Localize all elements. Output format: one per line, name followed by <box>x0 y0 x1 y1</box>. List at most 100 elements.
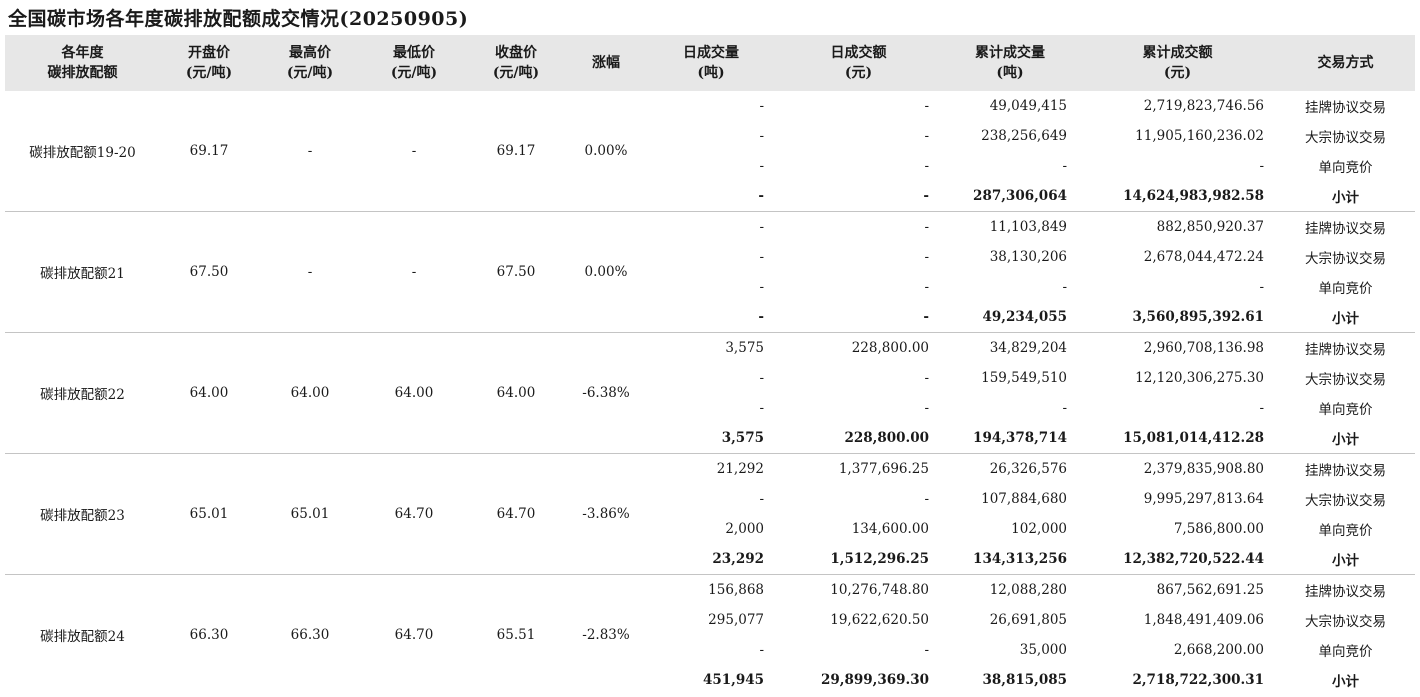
open-price-cell: 66.30 <box>160 574 258 695</box>
table-row: - - - - 单向竞价 <box>5 393 1415 423</box>
table-row: 23,292 1,512,296.25 134,313,256 12,382,720,… <box>5 544 1415 575</box>
trade-type-cell: 大宗协议交易 <box>1305 372 1386 388</box>
cum-amount-cell: 9,995,297,813.64 <box>1143 491 1264 507</box>
trade-type-cell: 单向竞价 <box>1318 160 1373 176</box>
open-price-cell: 64.00 <box>160 332 258 454</box>
trade-type-cell: 大宗协议交易 <box>1305 251 1386 267</box>
cum-amount-cell: 12,382,720,522.44 <box>1123 551 1264 567</box>
daily-volume-cell: - <box>759 279 764 295</box>
daily-amount-cell: 134,600.00 <box>851 521 929 537</box>
trade-type-cell: 单向竞价 <box>1318 402 1373 418</box>
change-cell: -3.86% <box>566 453 646 575</box>
cum-amount-cell: 2,668,200.00 <box>1173 642 1264 658</box>
trade-type-cell: 大宗协议交易 <box>1305 614 1386 630</box>
header-change: 涨幅 <box>566 35 646 91</box>
cum-amount-cell: 3,560,895,392.61 <box>1132 309 1264 325</box>
daily-volume-cell: 3,575 <box>646 332 776 363</box>
cum-volume-cell: 107,884,680 <box>981 491 1067 507</box>
cum-amount-cell: 2,719,823,746.56 <box>1143 98 1264 114</box>
low-price-cell: 64.00 <box>362 332 466 454</box>
table-row: 碳排放配额23 65.01 65.01 64.70 64.70 -3.86% 21,292 1… <box>5 453 1415 575</box>
trade-type-cell: 单向竞价 <box>1318 644 1373 660</box>
cum-amount-cell: 12,120,306,275.30 <box>1135 370 1264 386</box>
quota-name-cell: 碳排放配额24 <box>5 574 160 695</box>
table-row: - - 49,234,055 3,560,895,392.61 小计 <box>5 302 1415 333</box>
cum-amount-cell: 15,081,014,412.28 <box>1123 430 1264 446</box>
cum-amount-cell: 882,850,920.37 <box>1079 211 1276 242</box>
header-year: 各年度 碳排放配额 <box>5 35 160 91</box>
trade-type-cell: 大宗协议交易 <box>1305 493 1386 509</box>
cum-volume-cell: 134,313,256 <box>973 551 1067 567</box>
daily-amount-cell: - <box>924 98 929 114</box>
high-price-cell: 65.01 <box>258 453 362 575</box>
daily-amount-cell: - <box>924 158 929 174</box>
cum-volume-cell: - <box>1062 279 1067 295</box>
daily-amount-cell: - <box>924 642 929 658</box>
cum-volume-cell: 49,049,415 <box>989 98 1067 114</box>
table-row: - - 107,884,680 9,995,297,813.64 大宗协议交易 <box>5 484 1415 514</box>
close-price-cell: 64.70 <box>466 453 566 575</box>
quota-name-cell: 碳排放配额23 <box>5 453 160 575</box>
cum-volume-cell: 49,234,055 <box>982 309 1067 325</box>
trade-type-cell: 挂牌协议交易 <box>1276 574 1415 605</box>
high-price-cell: 66.30 <box>258 574 362 695</box>
table-row: - - 238,256,649 11,905,160,236.02 大宗协议交易 <box>5 121 1415 151</box>
daily-volume-cell: - <box>759 642 764 658</box>
low-price-cell: 64.70 <box>362 453 466 575</box>
daily-volume-cell: - <box>758 309 764 325</box>
high-price-cell: 64.00 <box>258 332 362 454</box>
daily-amount-cell: - <box>776 211 941 242</box>
trade-type-cell: 小计 <box>1332 553 1359 569</box>
header-low: 最低价 (元/吨) <box>362 35 466 91</box>
table-row: 碳排放配额22 64.00 64.00 64.00 64.00 -6.38% 3,575 22… <box>5 332 1415 454</box>
cum-volume-cell: 38,130,206 <box>989 249 1067 265</box>
header-daily-amount: 日成交额 (元) <box>776 35 941 91</box>
cum-volume-cell: 35,000 <box>1019 642 1067 658</box>
table-row: - - 287,306,064 14,624,983,982.58 小计 <box>5 181 1415 212</box>
open-price-cell: 67.50 <box>160 211 258 333</box>
header-cum-volume: 累计成交量 (吨) <box>941 35 1079 91</box>
table-row: - - 159,549,510 12,120,306,275.30 大宗协议交易 <box>5 363 1415 393</box>
cum-amount-cell: 2,379,835,908.80 <box>1079 453 1276 484</box>
cum-amount-cell: 11,905,160,236.02 <box>1135 128 1264 144</box>
header-high: 最高价 (元/吨) <box>258 35 362 91</box>
daily-volume-cell: 295,077 <box>708 612 764 628</box>
cum-amount-cell: 14,624,983,982.58 <box>1123 188 1264 204</box>
daily-volume-cell: 156,868 <box>646 574 776 605</box>
daily-amount-cell: - <box>923 188 929 204</box>
cum-amount-cell: 2,960,708,136.98 <box>1079 332 1276 363</box>
quota-name-cell: 碳排放配额22 <box>5 332 160 454</box>
change-cell: 0.00% <box>566 211 646 333</box>
open-price-cell: 69.17 <box>189 143 229 159</box>
header-open: 开盘价 (元/吨) <box>160 35 258 91</box>
cum-amount-cell: - <box>1259 158 1264 174</box>
quota-name-cell: 碳排放配额21 <box>5 211 160 333</box>
daily-volume-cell: - <box>759 158 764 174</box>
table-row: 3,575 228,800.00 194,378,714 15,081,014,412… <box>5 423 1415 454</box>
cum-amount-cell: 2,678,044,472.24 <box>1143 249 1264 265</box>
daily-amount-cell: - <box>924 400 929 416</box>
cum-volume-cell: 238,256,649 <box>981 128 1067 144</box>
table-row: 碳排放配额21 67.50- -67.50 0.00% - -11,103,849 882,… <box>5 211 1415 333</box>
daily-volume-cell: - <box>646 211 776 242</box>
trade-type-cell: 挂牌协议交易 <box>1276 453 1415 484</box>
header-trade-type: 交易方式 <box>1276 35 1415 91</box>
trade-type-cell: 挂牌协议交易 <box>1276 211 1415 242</box>
daily-volume-cell: - <box>759 491 764 507</box>
cum-volume-cell: 34,829,204 <box>941 332 1079 363</box>
daily-amount-cell: - <box>923 309 929 325</box>
high-price-cell: - <box>258 211 362 333</box>
trade-type-cell: 小计 <box>1332 674 1359 690</box>
table-row: - - 35,000 2,668,200.00 单向竞价 <box>5 635 1415 665</box>
low-price-cell: - <box>362 211 466 333</box>
daily-amount-cell: - <box>924 491 929 507</box>
table-row: 碳排放配额24 66.30 66.30 64.70 65.51 -2.83% 156,868… <box>5 574 1415 695</box>
table-row: 2,000 134,600.00 102,000 7,586,800.00 单向竞价 <box>5 514 1415 544</box>
trade-type-cell: 大宗协议交易 <box>1305 130 1386 146</box>
cum-volume-cell: 194,378,714 <box>973 430 1067 446</box>
trade-type-cell: 小计 <box>1332 432 1359 448</box>
cum-amount-cell: 1,848,491,409.06 <box>1143 612 1264 628</box>
quota-name-cell: 碳排放配额19-20 <box>29 145 136 161</box>
cum-volume-cell: 38,815,085 <box>982 672 1067 688</box>
cum-amount-cell: 2,718,722,300.31 <box>1132 672 1264 688</box>
